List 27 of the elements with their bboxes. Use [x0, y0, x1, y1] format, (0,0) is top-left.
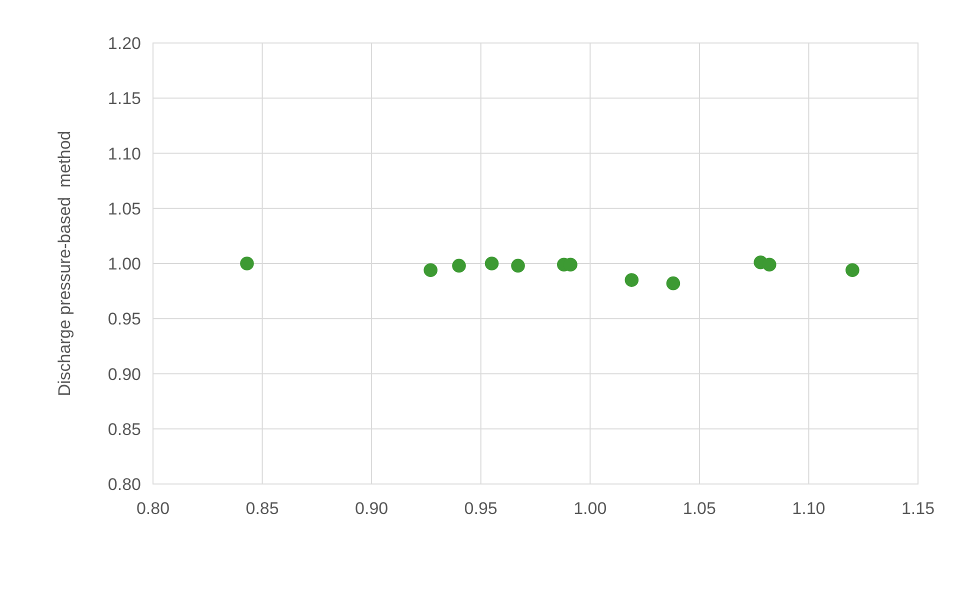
point — [624, 273, 639, 287]
y-tick-label: 0.95 — [108, 310, 141, 329]
y-tick-label: 1.05 — [108, 199, 141, 218]
point — [484, 256, 499, 270]
y-axis-title: Discharge pressure-based method — [55, 130, 74, 396]
x-tick-label: 1.05 — [682, 499, 716, 518]
x-tick-label: 0.90 — [355, 499, 388, 518]
y-tick-label: 1.20 — [108, 34, 141, 53]
point — [452, 258, 466, 273]
x-tick-label: 0.95 — [464, 499, 498, 518]
point — [666, 276, 680, 290]
y-tick-label: 1.15 — [108, 89, 141, 108]
x-tick-label: 0.85 — [246, 499, 279, 518]
y-tick-label: 0.80 — [108, 475, 141, 494]
y-tick-label: 0.85 — [108, 420, 141, 439]
x-tick-label: 1.15 — [901, 499, 935, 518]
point — [240, 256, 254, 270]
point — [846, 263, 860, 278]
point — [511, 258, 525, 273]
point — [762, 258, 776, 272]
y-tick-label: 1.10 — [108, 144, 141, 164]
x-tick-label: 0.80 — [136, 499, 170, 518]
point — [424, 263, 438, 278]
y-tick-label: 0.90 — [108, 364, 141, 384]
y-tick-label: 1.00 — [108, 254, 141, 274]
x-tick-label: 1.10 — [792, 499, 826, 518]
x-tick-label: 1.00 — [574, 499, 607, 518]
